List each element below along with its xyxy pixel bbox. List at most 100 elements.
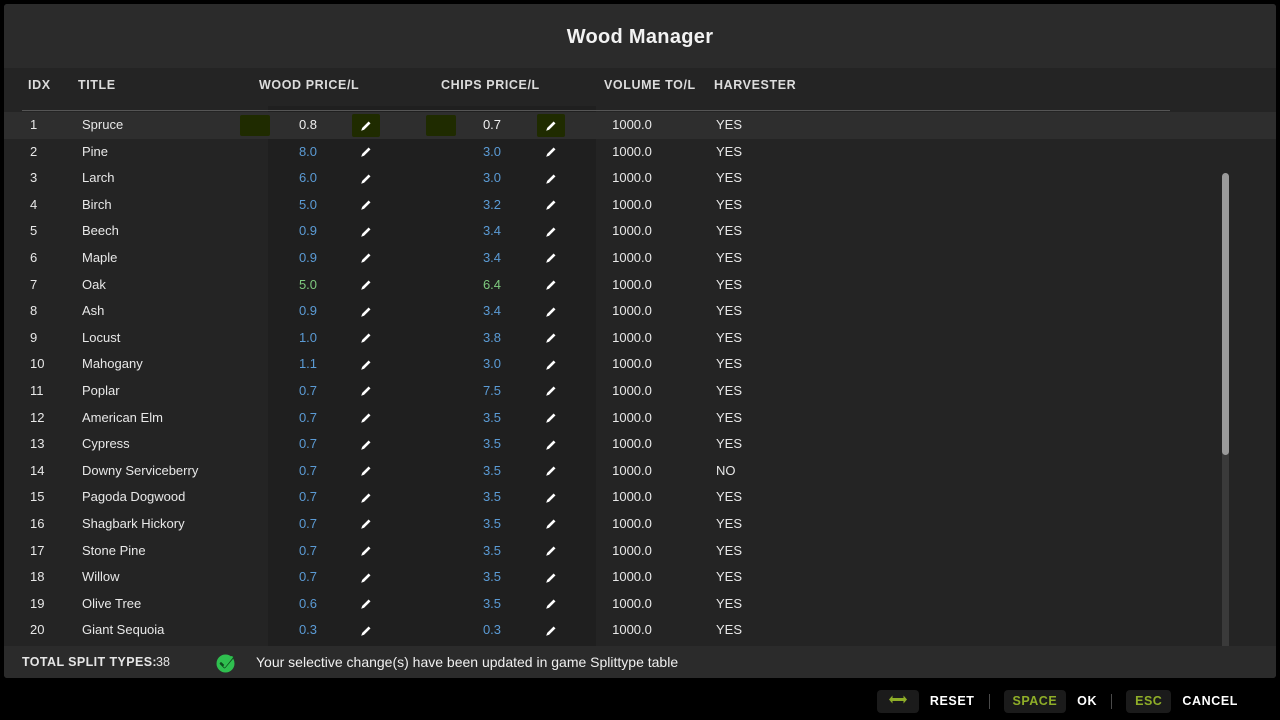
table-row[interactable]: 8 Ash 0.9 3.4 1000.0 YES bbox=[4, 298, 1276, 325]
cell-wood-price[interactable]: 0.9 bbox=[298, 223, 318, 239]
edit-wood-price-pencil-icon[interactable] bbox=[352, 141, 380, 164]
edit-chips-price-pencil-icon[interactable] bbox=[537, 433, 565, 456]
table-row[interactable]: 16 Shagbark Hickory 0.7 3.5 1000.0 YES bbox=[4, 511, 1276, 538]
edit-wood-price-pencil-icon[interactable] bbox=[352, 353, 380, 376]
table-row[interactable]: 3 Larch 6.0 3.0 1000.0 YES bbox=[4, 165, 1276, 192]
cell-wood-price[interactable]: 0.7 bbox=[298, 462, 318, 478]
edit-wood-price-pencil-icon[interactable] bbox=[352, 274, 380, 297]
cell-chips-price[interactable]: 0.3 bbox=[482, 622, 502, 638]
cell-chips-price[interactable]: 3.5 bbox=[482, 489, 502, 505]
cell-chips-price[interactable]: 3.5 bbox=[482, 569, 502, 585]
table-row[interactable]: 6 Maple 0.9 3.4 1000.0 YES bbox=[4, 245, 1276, 272]
cell-wood-price[interactable]: 0.7 bbox=[298, 382, 318, 398]
edit-wood-price-pencil-icon[interactable] bbox=[352, 327, 380, 350]
key-label-cancel[interactable]: CANCEL bbox=[1182, 694, 1238, 708]
edit-wood-price-pencil-icon[interactable] bbox=[352, 194, 380, 217]
edit-chips-price-pencil-icon[interactable] bbox=[537, 486, 565, 509]
key-badge-space[interactable]: SPACE bbox=[1003, 689, 1067, 713]
edit-wood-price-pencil-icon[interactable] bbox=[352, 460, 380, 483]
cell-wood-price[interactable]: 0.7 bbox=[298, 436, 318, 452]
edit-chips-price-pencil-icon[interactable] bbox=[537, 540, 565, 563]
cell-wood-price[interactable]: 0.8 bbox=[298, 117, 318, 132]
edit-wood-price-pencil-icon[interactable] bbox=[352, 566, 380, 589]
cell-wood-price[interactable]: 6.0 bbox=[298, 170, 318, 186]
edit-wood-price-pencil-icon[interactable] bbox=[352, 433, 380, 456]
edit-wood-price-pencil-icon[interactable] bbox=[352, 114, 380, 137]
edit-chips-price-pencil-icon[interactable] bbox=[537, 274, 565, 297]
edit-wood-price-pencil-icon[interactable] bbox=[352, 486, 380, 509]
cell-wood-price[interactable]: 0.7 bbox=[298, 515, 318, 531]
key-badge-esc[interactable]: ESC bbox=[1126, 689, 1172, 713]
table-row[interactable]: 5 Beech 0.9 3.4 1000.0 YES bbox=[4, 218, 1276, 245]
table-row[interactable]: 9 Locust 1.0 3.8 1000.0 YES bbox=[4, 325, 1276, 352]
edit-chips-price-pencil-icon[interactable] bbox=[537, 460, 565, 483]
key-badge-reset[interactable] bbox=[876, 689, 919, 713]
cell-chips-price[interactable]: 3.0 bbox=[482, 170, 502, 186]
edit-wood-price-pencil-icon[interactable] bbox=[352, 593, 380, 616]
edit-chips-price-pencil-icon[interactable] bbox=[537, 619, 565, 642]
cell-chips-price[interactable]: 7.5 bbox=[482, 382, 502, 398]
edit-chips-price-pencil-icon[interactable] bbox=[537, 220, 565, 243]
edit-wood-price-pencil-icon[interactable] bbox=[352, 380, 380, 403]
cell-chips-price[interactable]: 3.4 bbox=[482, 223, 502, 239]
edit-chips-price-pencil-icon[interactable] bbox=[537, 513, 565, 536]
cell-chips-price[interactable]: 3.5 bbox=[482, 436, 502, 452]
key-label-ok[interactable]: OK bbox=[1077, 694, 1098, 708]
cell-wood-price[interactable]: 0.3 bbox=[298, 622, 318, 638]
cell-wood-price[interactable]: 5.0 bbox=[298, 276, 318, 292]
edit-wood-price-pencil-icon[interactable] bbox=[352, 220, 380, 243]
edit-chips-price-pencil-icon[interactable] bbox=[537, 194, 565, 217]
cell-chips-price[interactable]: 0.7 bbox=[482, 117, 502, 132]
cell-chips-price[interactable]: 3.5 bbox=[482, 542, 502, 558]
cell-chips-price[interactable]: 3.5 bbox=[482, 462, 502, 478]
cell-chips-price[interactable]: 3.0 bbox=[482, 143, 502, 159]
cell-wood-price[interactable]: 0.9 bbox=[298, 303, 318, 319]
cell-wood-price[interactable]: 0.6 bbox=[298, 595, 318, 611]
cell-chips-price[interactable]: 3.5 bbox=[482, 515, 502, 531]
cell-wood-price[interactable]: 0.9 bbox=[298, 249, 318, 265]
edit-wood-price-pencil-icon[interactable] bbox=[352, 300, 380, 323]
table-row[interactable]: 20 Giant Sequoia 0.3 0.3 1000.0 YES bbox=[4, 617, 1276, 644]
cell-chips-price[interactable]: 3.5 bbox=[482, 409, 502, 425]
cell-wood-price[interactable]: 5.0 bbox=[298, 196, 318, 212]
edit-chips-price-pencil-icon[interactable] bbox=[537, 141, 565, 164]
table-scrollbar-thumb[interactable] bbox=[1222, 173, 1229, 455]
cell-wood-price[interactable]: 1.1 bbox=[298, 356, 318, 372]
table-row[interactable]: 1 Spruce 0.8 0.7 1000.0 YES bbox=[4, 112, 1276, 139]
cell-chips-price[interactable]: 3.5 bbox=[482, 595, 502, 611]
table-row[interactable]: 12 American Elm 0.7 3.5 1000.0 YES bbox=[4, 405, 1276, 432]
edit-chips-price-pencil-icon[interactable] bbox=[537, 114, 565, 137]
cell-chips-price[interactable]: 3.0 bbox=[482, 356, 502, 372]
table-scrollbar-track[interactable] bbox=[1222, 173, 1229, 678]
edit-wood-price-pencil-icon[interactable] bbox=[352, 247, 380, 270]
table-row[interactable]: 14 Downy Serviceberry 0.7 3.5 1000.0 NO bbox=[4, 458, 1276, 485]
cell-wood-price[interactable]: 0.7 bbox=[298, 489, 318, 505]
edit-chips-price-pencil-icon[interactable] bbox=[537, 167, 565, 190]
cell-chips-price[interactable]: 3.4 bbox=[482, 303, 502, 319]
key-label-reset[interactable]: RESET bbox=[929, 694, 975, 708]
cell-wood-price[interactable]: 0.7 bbox=[298, 569, 318, 585]
cell-chips-price[interactable]: 3.2 bbox=[482, 196, 502, 212]
table-row[interactable]: 2 Pine 8.0 3.0 1000.0 YES bbox=[4, 139, 1276, 166]
edit-wood-price-pencil-icon[interactable] bbox=[352, 619, 380, 642]
table-row[interactable]: 7 Oak 5.0 6.4 1000.0 YES bbox=[4, 272, 1276, 299]
edit-chips-price-pencil-icon[interactable] bbox=[537, 300, 565, 323]
edit-wood-price-pencil-icon[interactable] bbox=[352, 513, 380, 536]
edit-chips-price-pencil-icon[interactable] bbox=[537, 593, 565, 616]
table-row[interactable]: 19 Olive Tree 0.6 3.5 1000.0 YES bbox=[4, 591, 1276, 618]
edit-chips-price-pencil-icon[interactable] bbox=[537, 407, 565, 430]
table-row[interactable]: 18 Willow 0.7 3.5 1000.0 YES bbox=[4, 564, 1276, 591]
cell-wood-price[interactable]: 1.0 bbox=[298, 329, 318, 345]
edit-wood-price-pencil-icon[interactable] bbox=[352, 407, 380, 430]
edit-wood-price-pencil-icon[interactable] bbox=[352, 167, 380, 190]
cell-chips-price[interactable]: 3.4 bbox=[482, 249, 502, 265]
edit-wood-price-pencil-icon[interactable] bbox=[352, 540, 380, 563]
table-row[interactable]: 4 Birch 5.0 3.2 1000.0 YES bbox=[4, 192, 1276, 219]
table-row[interactable]: 17 Stone Pine 0.7 3.5 1000.0 YES bbox=[4, 538, 1276, 565]
cell-wood-price[interactable]: 0.7 bbox=[298, 542, 318, 558]
edit-chips-price-pencil-icon[interactable] bbox=[537, 380, 565, 403]
edit-chips-price-pencil-icon[interactable] bbox=[537, 353, 565, 376]
edit-chips-price-pencil-icon[interactable] bbox=[537, 327, 565, 350]
cell-wood-price[interactable]: 0.7 bbox=[298, 409, 318, 425]
cell-chips-price[interactable]: 6.4 bbox=[482, 276, 502, 292]
